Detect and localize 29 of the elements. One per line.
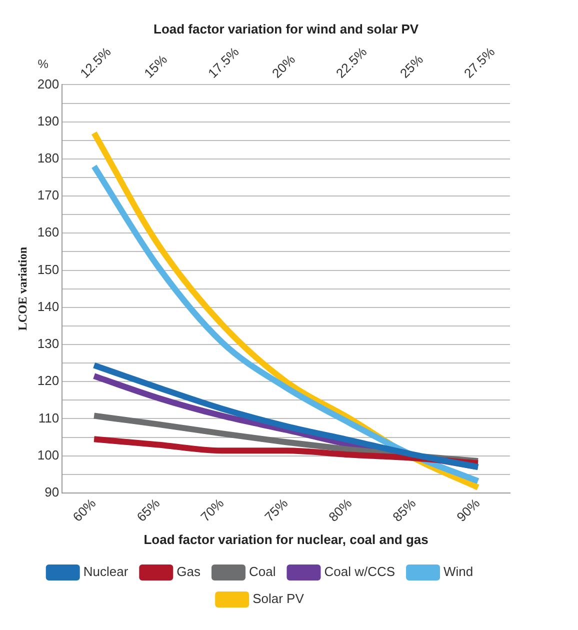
y-tick-label: 90 <box>44 484 60 500</box>
legend-label: Coal w/CCS <box>324 564 396 580</box>
y-tick-label: 150 <box>37 262 60 277</box>
x-tick-label: 65% <box>134 495 164 525</box>
y-tick-label: 110 <box>38 410 60 426</box>
y-tick-label: 180 <box>37 150 60 166</box>
y-tick-label: 170 <box>37 188 60 203</box>
y-tick-label: 120 <box>37 373 60 388</box>
legend-label: Wind <box>444 564 474 580</box>
x-axis-title: Load factor variation for nuclear, coal and gas <box>144 532 428 547</box>
x2-axis-title: Load factor variation for wind and solar PV <box>153 21 419 36</box>
text: % <box>38 57 49 72</box>
y-tick-label: 200 <box>37 76 60 92</box>
x-tick-label: 80% <box>326 495 355 525</box>
legend-label: Solar PV <box>252 591 304 606</box>
y-tick-label: 160 <box>37 224 60 240</box>
x-tick-label: 75% <box>262 495 291 525</box>
y-tick-label: 100 <box>37 447 60 462</box>
y-tick-label: 130 <box>37 336 60 352</box>
x-tick-label: 85% <box>390 495 419 525</box>
y-axis-title: LCOE variation <box>15 246 30 331</box>
y-tick-label: 190 <box>37 113 60 128</box>
x-tick-label: 60% <box>70 495 100 525</box>
legend-label: Gas <box>176 564 201 580</box>
legend-label: Coal <box>248 564 276 580</box>
x-tick-label: 70% <box>198 495 228 525</box>
y-tick-label: 140 <box>37 298 60 314</box>
legend-label: Nuclear <box>83 564 129 580</box>
x-tick-label: 90% <box>454 495 483 525</box>
